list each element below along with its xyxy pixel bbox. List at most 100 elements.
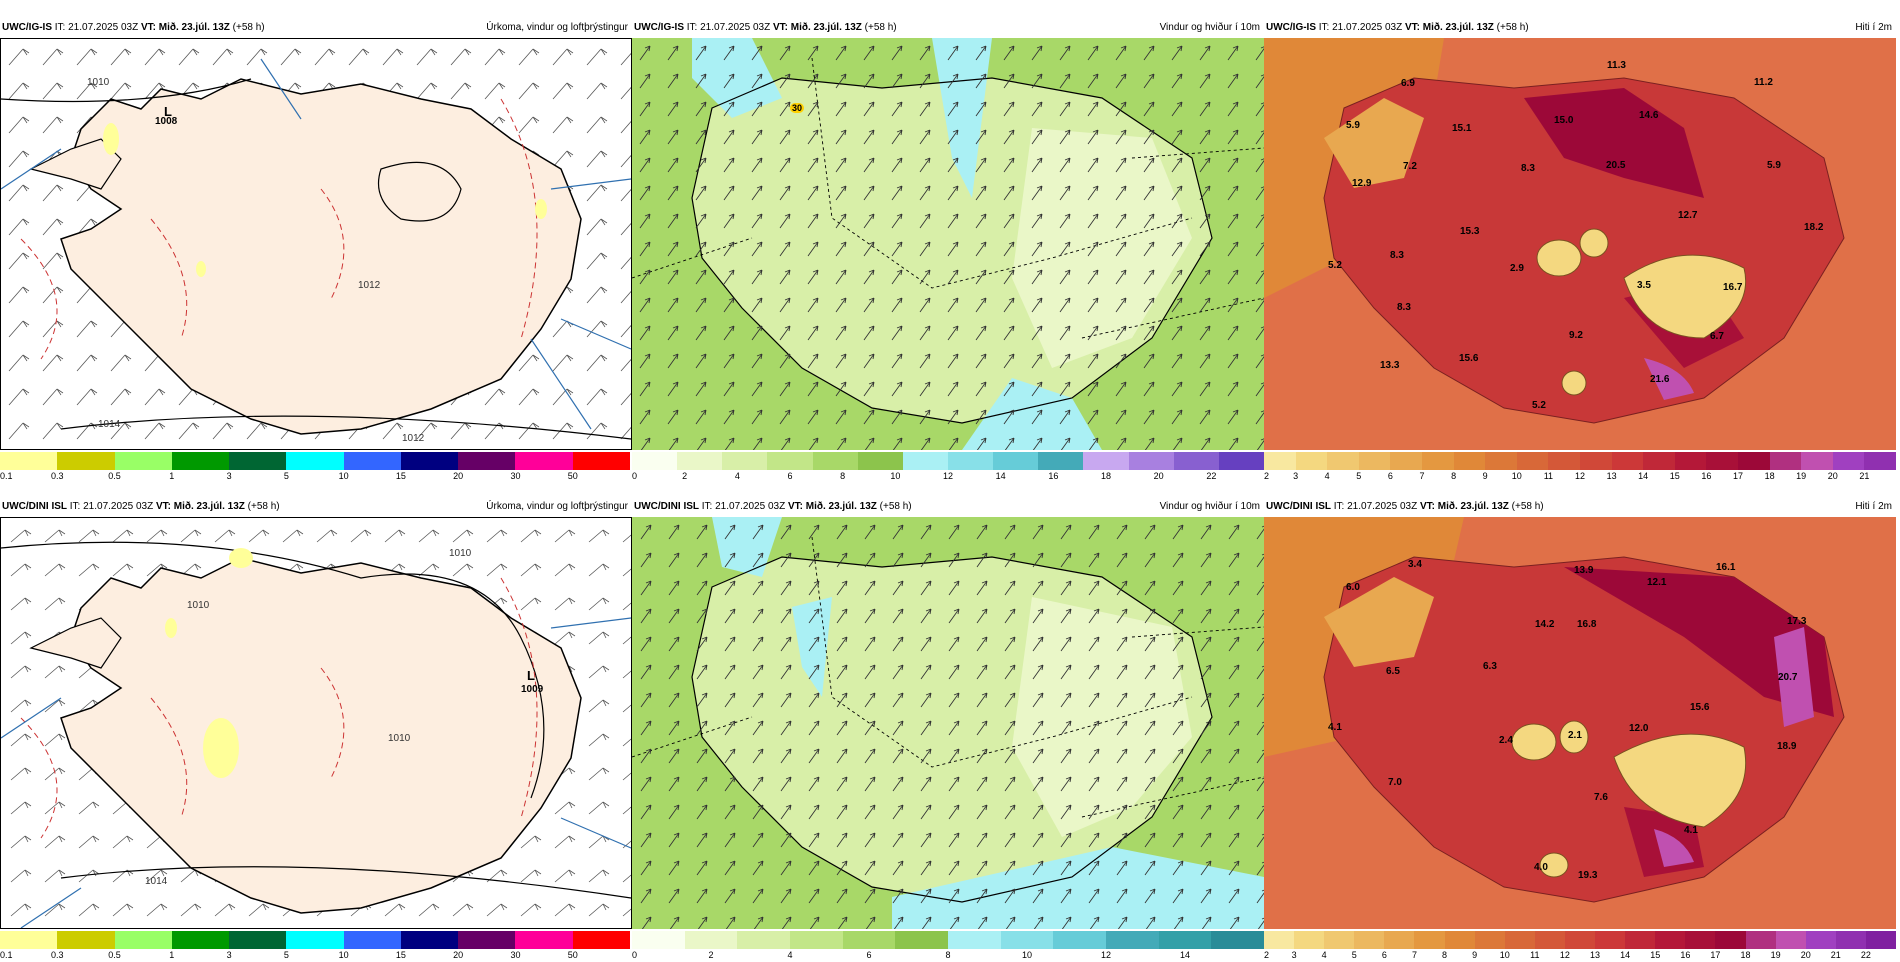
colorbar-tick-label: 11 xyxy=(1530,950,1540,960)
panel-header: UWC/DINI ISL IT: 21.07.2025 03Z VT: Mið.… xyxy=(1264,497,1896,517)
wind-map[interactable] xyxy=(632,517,1264,929)
colorbar-swatch xyxy=(812,452,858,470)
panel-header: UWC/DINI ISL IT: 21.07.2025 03Z VT: Mið.… xyxy=(0,497,632,517)
isobar-label: 1014 xyxy=(145,876,168,887)
wind-colorbar xyxy=(632,452,1264,470)
panel-ig-temperature: UWC/IG-IS IT: 21.07.2025 03Z VT: Mið. 23… xyxy=(1264,18,1896,481)
low-pressure-marker: L xyxy=(164,104,172,119)
temperature-label: 20.7 xyxy=(1778,672,1798,683)
wind-map-svg xyxy=(632,38,1264,450)
temperature-label: 6.5 xyxy=(1386,666,1400,677)
colorbar-swatch xyxy=(1358,452,1391,470)
colorbar-tick-label: 14 xyxy=(1179,950,1191,960)
colorbar-swatch xyxy=(1504,931,1535,949)
colorbar-tick-label: 21 xyxy=(1830,950,1841,960)
colorbar-tick-label: 0 xyxy=(632,950,638,960)
temperature-label: 14.6 xyxy=(1639,110,1659,121)
colorbar-swatch xyxy=(1534,931,1565,949)
temperature-label: 6.3 xyxy=(1483,661,1497,672)
colorbar-tick-label: 2 xyxy=(1264,950,1270,960)
colorbar-tick-label: 3 xyxy=(1291,950,1297,960)
precip-map[interactable]: 1008 L 1010 1012 1014 1012 xyxy=(0,38,632,450)
colorbar-swatch xyxy=(722,452,768,470)
valid-label: VT: xyxy=(140,22,156,33)
colorbar-tick-label: 10 xyxy=(890,471,901,481)
colorbar-swatch xyxy=(1158,931,1212,949)
temperature-label: 18.9 xyxy=(1777,741,1797,752)
colorbar-tick-label: 14 xyxy=(1638,471,1649,481)
temperature-label: 6.7 xyxy=(1710,331,1724,342)
colorbar-tick-label: 17 xyxy=(1732,471,1744,481)
field-name: Úrkoma, vindur og loftþrýstingur xyxy=(486,22,628,33)
colorbar-tick-label: 11 xyxy=(1543,471,1554,481)
colorbar-swatch xyxy=(1453,452,1486,470)
colorbar-tick-label: 21 xyxy=(1859,471,1870,481)
colorbar-swatch xyxy=(1485,452,1517,470)
temperature-label: 15.0 xyxy=(1554,115,1574,126)
colorbar-tick-label: 5 xyxy=(1351,950,1357,960)
colorbar-swatch xyxy=(1548,452,1580,470)
low-pressure-marker: L xyxy=(527,668,535,683)
field-name: Vindur og hviður í 10m xyxy=(1159,501,1260,512)
colorbar-swatch xyxy=(1324,931,1355,949)
colorbar-tick-label: 12 xyxy=(1100,950,1112,960)
temperature-label: 5.9 xyxy=(1346,120,1360,131)
temperature-label: 8.3 xyxy=(1397,302,1411,313)
isobar-label: 1012 xyxy=(402,433,425,444)
isobar-label: 1012 xyxy=(358,280,381,291)
colorbar-swatch xyxy=(1294,931,1325,949)
colorbar-swatch xyxy=(400,452,459,470)
colorbar-swatch xyxy=(0,931,58,949)
temperature-label: 20.5 xyxy=(1606,160,1626,171)
colorbar-tick-label: 20 xyxy=(453,950,464,960)
valid-time: Mið. 23.júl. 13Z xyxy=(1437,501,1509,512)
colorbar-tick-label: 12 xyxy=(1559,950,1570,960)
colorbar-swatch xyxy=(458,452,516,470)
colorbar-tick-label: 3 xyxy=(226,471,232,481)
valid-time: Mið. 23.júl. 13Z xyxy=(1422,22,1494,33)
colorbar-swatch xyxy=(857,452,903,470)
colorbar-tick-label: 16 xyxy=(1701,471,1712,481)
colorbar-tick-label: 7 xyxy=(1411,950,1417,960)
temperature-map-svg xyxy=(1264,38,1896,450)
colorbar-tick-label: 30 xyxy=(510,471,521,481)
colorbar-tick-label: 8 xyxy=(840,471,846,481)
colorbar-tick-label: 20 xyxy=(1800,950,1811,960)
colorbar-swatch xyxy=(737,931,791,949)
colorbar-tick-label: 19 xyxy=(1770,950,1781,960)
colorbar-tick-label: 17 xyxy=(1710,950,1721,960)
colorbar-tick-label: 5 xyxy=(1356,471,1362,481)
colorbar-tick-label: 15 xyxy=(1669,471,1680,481)
colorbar-tick-label: 14 xyxy=(995,471,1006,481)
colorbar-tick-label: 22 xyxy=(1206,471,1217,481)
colorbar-swatch xyxy=(1414,931,1445,949)
colorbar-swatch xyxy=(1835,931,1866,949)
temperature-label: 6.9 xyxy=(1401,78,1415,89)
temperature-label: 5.2 xyxy=(1328,260,1342,271)
temperature-map[interactable]: 3.4 13.9 16.1 6.0 12.1 14.2 16.8 17.3 6.… xyxy=(1264,517,1896,929)
colorbar-swatch xyxy=(1745,931,1776,949)
temperature-label: 4.0 xyxy=(1534,862,1548,873)
colorbar-tick-label: 20 xyxy=(1827,471,1838,481)
colorbar-swatch xyxy=(1805,931,1836,949)
gust-marker: 30 xyxy=(790,103,805,113)
colorbar-swatch xyxy=(1625,931,1656,949)
lead-time: (+58 h) xyxy=(1511,501,1544,512)
temperature-label: 15.6 xyxy=(1690,702,1710,713)
wind-map[interactable]: 30 xyxy=(632,38,1264,450)
colorbar-swatch xyxy=(1516,452,1549,470)
temperature-map[interactable]: 11.3 6.9 11.2 5.9 15.1 15.0 14.6 7.2 8.3… xyxy=(1264,38,1896,450)
temperature-label: 12.7 xyxy=(1678,210,1698,221)
temperature-label: 11.3 xyxy=(1607,60,1626,71)
colorbar-tick-label: 20 xyxy=(453,471,464,481)
colorbar-swatch xyxy=(171,931,230,949)
colorbar-swatch xyxy=(895,931,949,949)
colorbar-swatch xyxy=(1211,931,1265,949)
colorbar-swatch xyxy=(343,931,401,949)
colorbar-swatch xyxy=(1384,931,1415,949)
colorbar-swatch xyxy=(1106,931,1159,949)
precip-map[interactable]: L 1009 1010 1010 1014 1010 xyxy=(0,517,632,929)
temperature-label: 8.3 xyxy=(1390,250,1404,261)
colorbar-tick-label: 6 xyxy=(1381,950,1387,960)
colorbar-tick-label: 6 xyxy=(787,471,793,481)
